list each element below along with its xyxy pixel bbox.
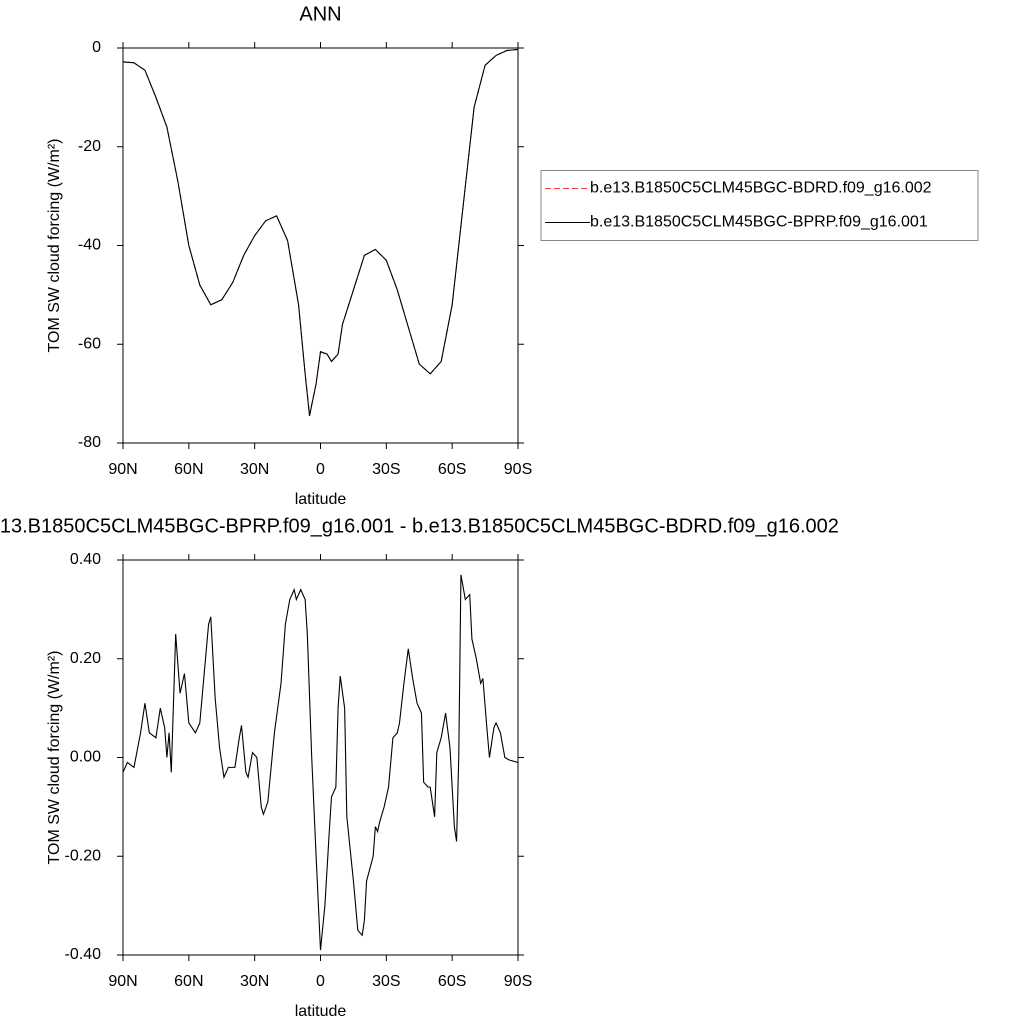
x-tick-label: 0 [316,973,325,990]
x-tick-label: 90N [108,461,137,478]
y-tick-label: -20 [78,138,101,155]
x-tick-label: 60S [438,461,466,478]
data-line [122,574,519,951]
x-tick-label: 30N [240,973,269,990]
y-tick-label: -80 [78,434,101,451]
chart-title: b.e13.B1850C5CLM45BGC-BPRP.f09_g16.001 -… [0,515,839,537]
x-tick-label: 60N [174,973,203,990]
y-axis-label: TOM SW cloud forcing (W/m²) [46,651,63,865]
x-tick-label: 30N [240,461,269,478]
data-line [122,48,519,415]
y-tick-label: -40 [78,237,101,254]
y-tick-label: -0.40 [65,946,102,963]
legend-label: b.e13.B1850C5CLM45BGC-BDRD.f09_g16.002 [590,180,932,197]
y-tick-label: 0.20 [70,650,101,667]
y-tick-label: -0.20 [65,847,102,864]
y-tick-label: -60 [78,335,101,352]
x-tick-label: 30S [372,973,400,990]
x-tick-label: 60S [438,973,466,990]
x-tick-label: 60N [174,461,203,478]
y-tick-label: 0.40 [70,551,101,568]
x-tick-label: 90S [504,461,532,478]
x-axis-label: latitude [295,491,347,508]
x-tick-label: 90S [504,973,532,990]
y-axis-label: TOM SW cloud forcing (W/m²) [46,139,63,353]
y-tick-label: 0.00 [70,749,101,766]
x-axis-label: latitude [295,1003,347,1020]
x-tick-label: 90N [108,973,137,990]
y-tick-label: 0 [92,39,101,56]
legend-box [540,170,979,241]
x-tick-label: 30S [372,461,400,478]
chart-title: ANN [299,3,341,25]
legend-label: b.e13.B1850C5CLM45BGC-BPRP.f09_g16.001 [590,214,928,231]
data-line [122,48,519,416]
x-tick-label: 0 [316,461,325,478]
